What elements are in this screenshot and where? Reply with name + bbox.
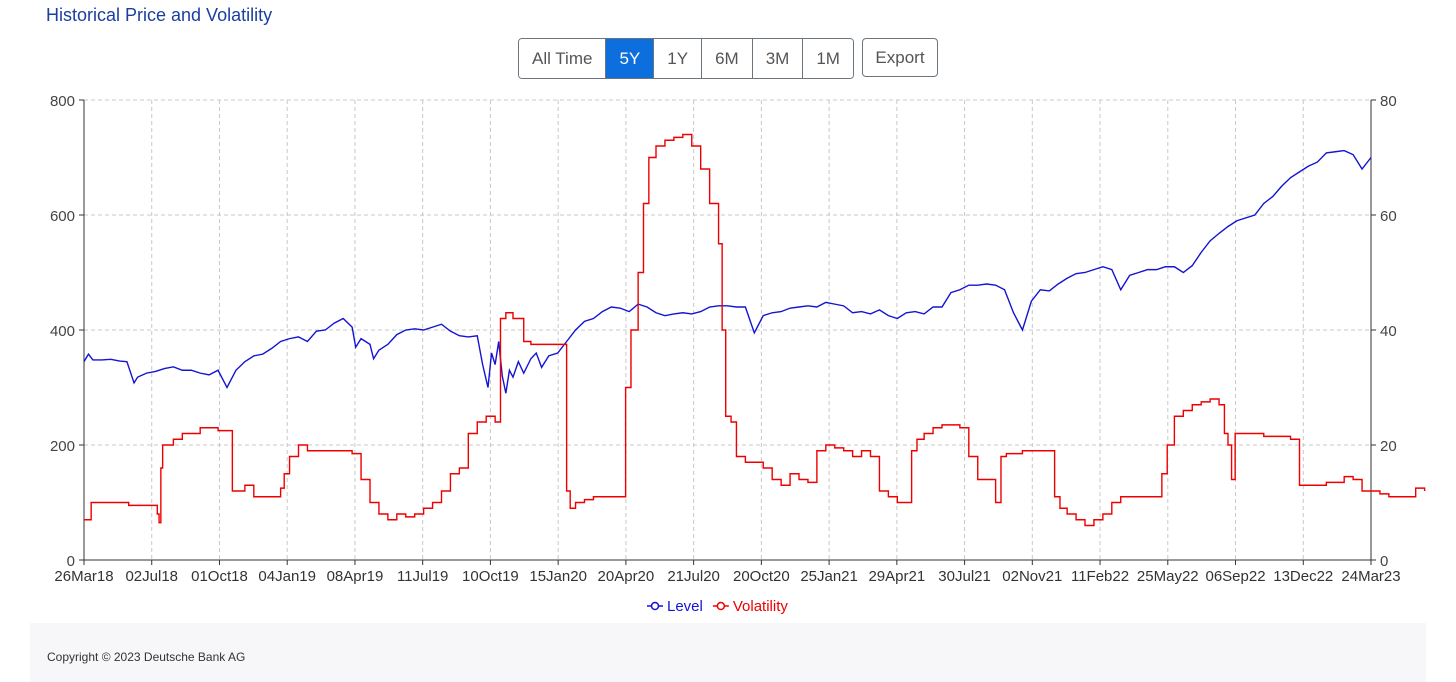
x-tick-label: 29Apr21 [868, 568, 925, 585]
footer: Copyright © 2023 Deutsche Bank AG [30, 623, 1426, 682]
x-tick-label: 25May22 [1137, 568, 1199, 585]
legend-marker-dot [650, 601, 660, 611]
series-line-level [83, 149, 1372, 394]
x-tick-label: 30Jul21 [938, 568, 991, 585]
range-3m-button[interactable]: 3M [752, 39, 804, 78]
price-volatility-chart: 0 200 400 600 800 0 20 40 60 80 26Mar18 02Jul18 01Oc… [50, 93, 1426, 615]
x-tick-label: 04Jan19 [258, 568, 316, 585]
page-title: Historical Price and Volatility [46, 5, 273, 25]
range-1y-button[interactable]: 1Y [654, 39, 703, 78]
x-tick-label: 01Oct18 [191, 568, 248, 585]
x-tick-label: 20Oct20 [733, 568, 790, 585]
x-tick-label: 10Oct19 [462, 568, 519, 585]
range-all-time-button[interactable]: All Time [519, 39, 607, 78]
x-tick-label: 25Jan21 [800, 568, 858, 585]
x-tick-label: 06Sep22 [1205, 568, 1265, 585]
x-tick-label: 13Dec22 [1273, 568, 1333, 585]
range-6m-button[interactable]: 6M [702, 39, 753, 78]
legend-label-level: Level [667, 598, 703, 615]
x-tick-label: 21Jul20 [667, 568, 720, 585]
y-left-tick-label: 400 [50, 323, 75, 340]
y-left-tick-label: 800 [50, 93, 75, 110]
y-left-tick-label: 0 [67, 553, 75, 570]
range-1m-button[interactable]: 1M [803, 39, 853, 78]
x-tick-label: 08Apr19 [327, 568, 384, 585]
x-tick-label: 11Jul19 [397, 568, 448, 585]
x-tick-label: 02Jul18 [125, 568, 178, 585]
series-line-volatility [84, 133, 1426, 527]
x-tick-label: 02Nov21 [1002, 568, 1062, 585]
legend-label-volatility: Volatility [733, 598, 789, 615]
y-left-tick-label: 200 [50, 438, 75, 455]
x-tick-label: 24Mar23 [1341, 568, 1400, 585]
legend-marker-dot [716, 601, 726, 611]
y-left-tick-label: 600 [50, 208, 75, 225]
y-right-tick-label: 20 [1380, 438, 1397, 455]
x-tick-label: 20Apr20 [598, 568, 655, 585]
y-right-tick-label: 40 [1380, 323, 1397, 340]
x-tick-label: 15Jan20 [529, 568, 587, 585]
copyright-text: Copyright © 2023 Deutsche Bank AG [47, 650, 246, 664]
range-5y-button[interactable]: 5Y [606, 39, 655, 78]
x-tick-label: 26Mar18 [54, 568, 113, 585]
y-right-tick-label: 80 [1380, 93, 1397, 110]
x-tick-label: 11Feb22 [1071, 568, 1129, 585]
export-button[interactable]: Export [862, 38, 938, 77]
range-selector: All Time 5Y 1Y 6M 3M 1M [518, 38, 854, 79]
y-right-tick-label: 60 [1380, 208, 1397, 225]
y-right-tick-label: 0 [1380, 553, 1388, 570]
